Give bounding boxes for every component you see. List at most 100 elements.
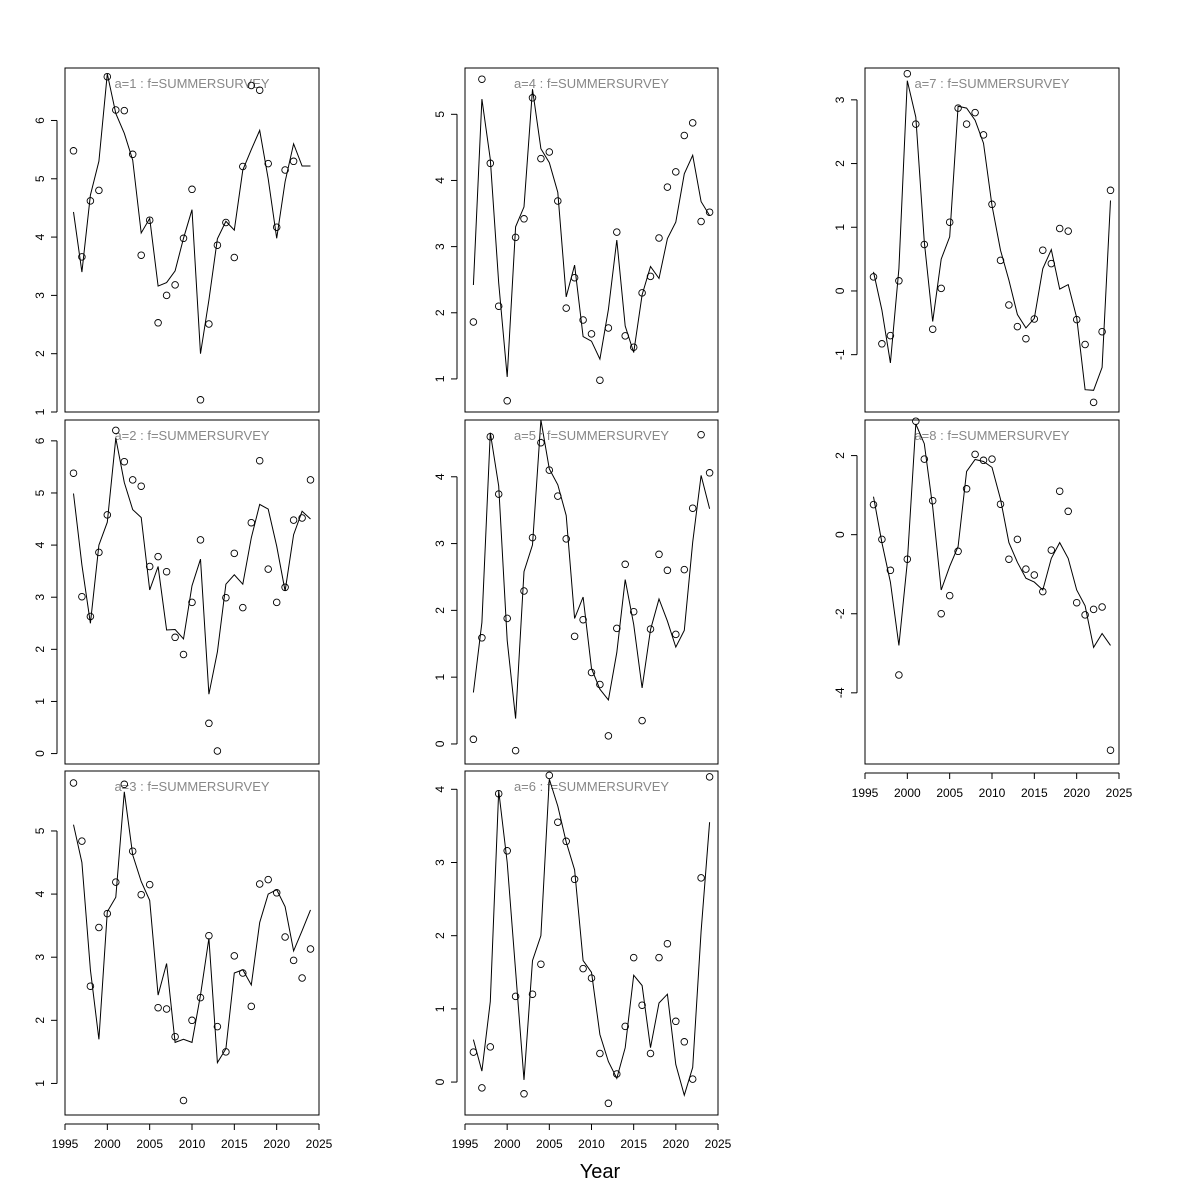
panel-frame (64, 419, 320, 765)
observed-point (1106, 746, 1115, 754)
y-tick-label: 1 (33, 698, 47, 705)
observed-point (604, 1099, 613, 1108)
observed-point (1106, 186, 1115, 195)
observed-point (137, 890, 145, 899)
observed-point (95, 548, 103, 557)
y-tick-label: 3 (33, 954, 47, 961)
observed-point (306, 476, 315, 484)
y-tick-label: 5 (33, 175, 47, 182)
observed-point (503, 397, 511, 405)
panel-frame (464, 67, 719, 413)
observed-point (171, 281, 179, 289)
chart-panel-2: a=2 : f=SUMMERSURVEY 0 1 2 3 4 5 6 (33, 419, 320, 765)
observed-point (596, 1049, 604, 1058)
fitted-line (73, 73, 311, 354)
observed-point (103, 72, 112, 81)
observed-point (638, 1001, 646, 1009)
observed-point (621, 560, 629, 569)
observed-point (680, 1038, 689, 1046)
observed-point (255, 880, 264, 888)
x-tick-label: 2000 (894, 786, 921, 800)
x-tick-label: 2025 (705, 1137, 732, 1151)
observed-point (920, 455, 929, 463)
observed-point (205, 320, 213, 328)
observed-point (663, 566, 672, 575)
observed-point (69, 147, 78, 155)
observed-point (562, 535, 570, 543)
observed-point (179, 650, 188, 659)
y-tick-label: 4 (33, 541, 47, 548)
observed-point (145, 216, 154, 224)
observed-point (145, 880, 154, 889)
observed-point (205, 719, 213, 728)
chart-panel-1: a=1 : f=SUMMERSURVEY 1 2 3 4 5 6 (33, 67, 320, 415)
observed-point (663, 183, 672, 191)
observed-point (264, 565, 272, 573)
observed-point (264, 875, 272, 884)
observed-point (705, 773, 714, 781)
observed-point (680, 565, 689, 574)
observed-point (962, 120, 971, 128)
y-tick-label: 3 (433, 859, 447, 866)
observed-point (281, 166, 289, 174)
observed-point (162, 567, 171, 576)
observed-point (545, 148, 554, 156)
panel-title: a=1 : f=SUMMERSURVEY (114, 76, 269, 91)
panel-frame (864, 67, 1120, 413)
observed-point (289, 956, 298, 965)
observed-point (1005, 301, 1013, 309)
observed-point (213, 1022, 222, 1031)
observed-point (1013, 535, 1022, 544)
observed-point (604, 732, 613, 740)
observed-point (971, 450, 979, 459)
observed-point (520, 1090, 528, 1098)
observed-point (596, 680, 604, 689)
observed-point (247, 81, 256, 90)
x-tick-label: 2025 (306, 1137, 333, 1151)
observed-point (570, 632, 579, 641)
observed-point (1064, 507, 1072, 516)
observed-point (1047, 546, 1056, 554)
observed-point (1064, 227, 1072, 235)
observed-point (120, 457, 129, 466)
observed-point (213, 747, 222, 755)
y-tick-label: 0 (833, 531, 847, 538)
observed-point (945, 218, 954, 226)
observed-point (264, 159, 272, 168)
observed-point (545, 771, 554, 780)
observed-point (1055, 224, 1064, 233)
observed-point (95, 923, 103, 932)
y-tick-label: 1 (833, 224, 847, 231)
observed-point (230, 253, 239, 262)
observed-point (937, 284, 945, 293)
observed-point (537, 960, 545, 968)
observed-point (697, 874, 705, 882)
y-tick-label: 2 (433, 932, 447, 939)
x-tick-label: 2020 (263, 1137, 290, 1151)
observed-point (1022, 565, 1030, 573)
observed-point (587, 330, 596, 338)
observed-point (672, 1017, 680, 1026)
observed-point (1089, 605, 1098, 614)
y-tick-label: 2 (833, 452, 847, 459)
observed-point (112, 426, 120, 435)
observed-point (646, 1049, 655, 1058)
x-tick-label: 2010 (179, 1137, 206, 1151)
observed-point (128, 150, 137, 159)
observed-point (511, 992, 520, 1001)
x-tick-label: 2015 (1021, 786, 1048, 800)
observed-point (1055, 487, 1064, 495)
x-tick-label: 1995 (52, 1137, 79, 1151)
observed-point (222, 593, 230, 602)
observed-point (554, 197, 562, 205)
observed-point (95, 186, 103, 195)
observed-point (895, 277, 903, 285)
y-tick-label: 4 (433, 177, 447, 184)
observed-point (272, 598, 281, 607)
observed-point (596, 376, 604, 384)
observed-point (663, 939, 672, 948)
y-tick-label: 1 (33, 1080, 47, 1087)
panel-frame (464, 419, 719, 765)
observed-point (705, 469, 714, 477)
x-tick-label: 2000 (94, 1137, 121, 1151)
